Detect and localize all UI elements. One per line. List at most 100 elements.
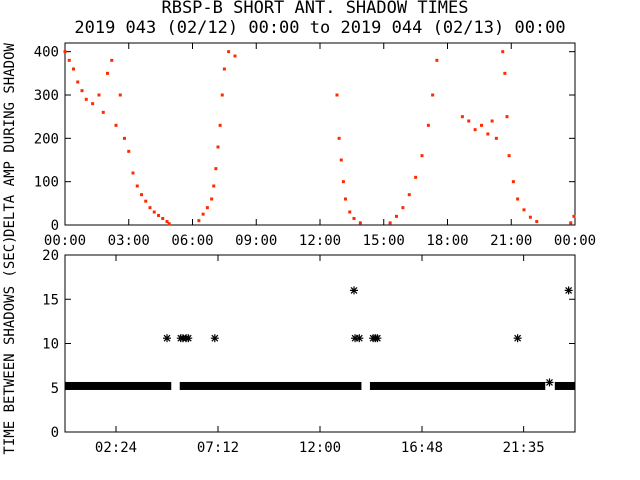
data-point <box>218 123 222 127</box>
bottom-ylabel: TIME BETWEEN SHADOWS (SEC) <box>2 235 18 454</box>
data-point <box>227 50 231 54</box>
data-point <box>148 206 152 210</box>
x-tick-label: 18:00 <box>426 233 468 249</box>
data-point <box>335 93 339 97</box>
data-point <box>135 184 139 188</box>
data-point <box>355 334 364 343</box>
y-tick-label: 15 <box>42 292 59 308</box>
x-tick-label: 16:48 <box>401 440 443 456</box>
data-point <box>337 136 341 140</box>
data-point <box>407 193 411 197</box>
baseline-points <box>65 381 172 390</box>
data-point <box>91 102 95 106</box>
chart-title-line2: 2019 043 (02/12) 00:00 to 2019 044 (02/1… <box>74 18 565 38</box>
data-point <box>339 158 343 162</box>
top-ylabel: DELTA AMP DURING SHADOW <box>2 43 18 237</box>
x-tick-label: 21:35 <box>503 440 545 456</box>
y-tick-label: 20 <box>42 248 59 264</box>
baseline-points <box>554 381 575 390</box>
data-point <box>344 197 347 201</box>
data-point <box>564 286 573 295</box>
plot-frame <box>64 254 576 433</box>
y-tick-label: 5 <box>51 381 59 397</box>
x-tick-label: 02:24 <box>95 440 137 456</box>
data-point <box>161 217 165 220</box>
x-tick-label: 00:00 <box>44 233 86 249</box>
data-point <box>348 210 352 214</box>
y-tick-label: 0 <box>51 425 59 441</box>
data-point <box>572 214 576 218</box>
data-point <box>395 214 398 218</box>
data-point <box>569 221 573 225</box>
data-point <box>140 193 143 197</box>
data-point <box>163 334 171 343</box>
data-point <box>528 215 532 219</box>
data-point <box>486 132 490 136</box>
data-point <box>503 71 507 75</box>
data-point <box>522 208 526 212</box>
data-point <box>388 221 392 225</box>
data-point <box>480 123 483 127</box>
data-point <box>157 213 160 217</box>
data-point <box>123 136 126 140</box>
x-tick-label: 12:00 <box>299 440 341 456</box>
y-tick-label: 400 <box>34 45 59 61</box>
data-point <box>435 58 439 62</box>
x-tick-label: 12:00 <box>299 233 341 249</box>
data-point <box>197 219 201 223</box>
data-point <box>101 110 105 114</box>
x-tick-label: 15:00 <box>363 233 405 249</box>
data-point <box>201 212 205 216</box>
data-point <box>184 334 193 343</box>
data-point <box>63 50 67 54</box>
data-point <box>373 334 382 343</box>
data-point <box>545 378 554 387</box>
data-point <box>144 199 148 203</box>
data-point <box>205 206 209 210</box>
data-point <box>127 149 131 153</box>
data-point <box>222 67 226 71</box>
data-point <box>511 180 515 184</box>
data-point <box>513 334 522 343</box>
data-point <box>490 119 494 123</box>
data-point <box>106 71 109 75</box>
top-panel: 0 100 200 300 400 00:00 03:00 06:00 09:00 12:00 15… <box>34 42 596 249</box>
data-point <box>67 58 71 62</box>
data-point <box>401 206 405 210</box>
x-tick-label: 07:12 <box>197 440 239 456</box>
data-point <box>216 145 220 149</box>
data-point <box>505 115 509 119</box>
data-point <box>352 217 356 220</box>
data-point <box>501 50 505 54</box>
data-point <box>131 171 135 175</box>
data-point <box>76 80 80 84</box>
data-point <box>358 221 362 225</box>
data-point <box>535 220 539 224</box>
data-point <box>212 184 216 188</box>
y-tick-label: 200 <box>34 131 59 147</box>
data-point <box>494 136 498 140</box>
x-tick-label: 00:00 <box>554 233 596 249</box>
x-tick-label: 03:00 <box>108 233 150 249</box>
data-point <box>72 67 75 71</box>
y-tick-label: 10 <box>42 337 59 353</box>
data-point <box>152 210 156 214</box>
data-point <box>233 54 237 58</box>
data-point <box>426 123 430 127</box>
data-point <box>114 123 118 127</box>
data-point <box>460 115 464 119</box>
data-point <box>118 93 122 97</box>
chart-title-line1: RBSP-B SHORT ANT. SHADOW TIMES <box>161 0 468 18</box>
bottom-panel: 0 5 10 15 20 02:24 07:12 12:00 16:48 21:35 <box>42 248 576 456</box>
plot-frame <box>64 42 576 226</box>
data-point <box>110 58 114 62</box>
data-point <box>165 220 169 224</box>
data-point <box>214 167 218 171</box>
x-tick-label: 06:00 <box>171 233 213 249</box>
data-point <box>420 154 424 158</box>
y-tick-label: 300 <box>34 88 59 104</box>
data-point <box>210 334 219 343</box>
x-tick-label: 21:00 <box>490 233 532 249</box>
baseline-points <box>369 381 546 390</box>
